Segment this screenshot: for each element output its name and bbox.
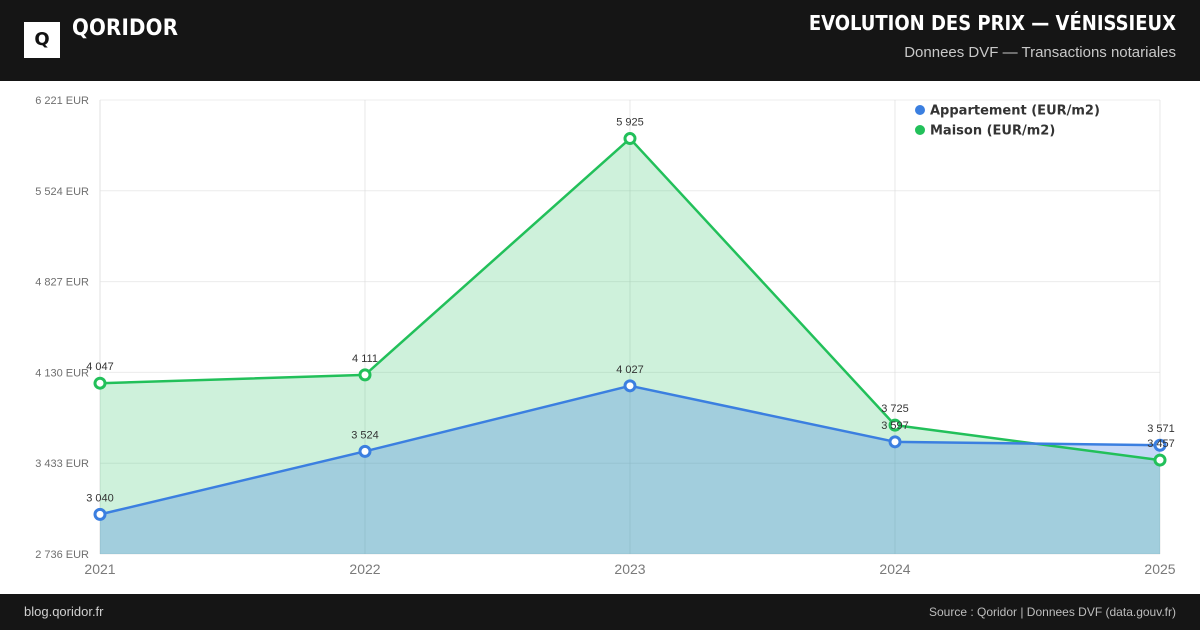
data-label-appartement: 3 524 xyxy=(351,429,379,441)
data-label-maison: 4 111 xyxy=(352,353,378,365)
data-label-appartement: 3 597 xyxy=(881,420,909,432)
x-tick-label: 2024 xyxy=(879,561,910,577)
chart-title: EVOLUTION DES PRIX — VÉNISSIEUX xyxy=(808,11,1176,35)
point-appartement xyxy=(623,379,637,393)
data-label-maison: 3 457 xyxy=(1147,438,1175,450)
point-appartement xyxy=(358,444,372,458)
area-appartement xyxy=(100,385,1160,554)
y-tick-label: 4 827 EUR xyxy=(35,277,89,289)
y-tick-label: 4 130 EUR xyxy=(35,367,89,379)
label-layer: 3 040 3 524 4 027 3 597 3 571 4 047 4 111 5 925… xyxy=(86,117,1175,505)
area-layer xyxy=(100,138,1160,555)
header-bar: Q QORIDOR EVOLUTION DES PRIX — VÉNISSIEU… xyxy=(0,0,1200,81)
point-appartement xyxy=(888,435,902,449)
logo-letter: Q xyxy=(34,29,50,50)
data-label-maison: 3 725 xyxy=(881,403,909,415)
point-maison xyxy=(358,368,372,382)
point-maison xyxy=(1153,453,1167,467)
y-tick-label: 2 736 EUR xyxy=(35,549,89,561)
point-maison xyxy=(623,132,637,146)
data-label-maison: 4 047 xyxy=(86,361,114,373)
x-tick-label: 2021 xyxy=(84,561,115,577)
footer-bar: blog.qoridor.fr Source : Qoridor | Donne… xyxy=(0,594,1200,630)
data-label-appartement: 3 040 xyxy=(86,492,114,504)
data-label-appartement: 3 571 xyxy=(1147,423,1175,435)
chart-subtitle: Donnees DVF — Transactions notariales xyxy=(904,44,1176,61)
footer-site-link[interactable]: blog.qoridor.fr xyxy=(24,604,104,619)
chart-area: 3 040 3 524 4 027 3 597 3 571 4 047 4 111 5 925… xyxy=(0,81,1200,594)
point-maison xyxy=(93,376,107,390)
brand-name[interactable]: QORIDOR xyxy=(72,16,179,41)
tick-layer: 6 221 EUR 5 524 EUR 4 827 EUR 4 130 EUR 3 43… xyxy=(35,95,1176,577)
y-tick-label: 5 524 EUR xyxy=(35,186,89,198)
footer-source: Source : Qoridor | Donnees DVF (data.gou… xyxy=(928,605,1176,619)
y-tick-label: 3 433 EUR xyxy=(35,458,89,470)
legend-label-maison: Maison (EUR/m2) xyxy=(930,124,1055,139)
legend-swatch-maison xyxy=(915,125,925,135)
y-tick-label: 6 221 EUR xyxy=(35,95,89,107)
legend-swatch-appartement xyxy=(915,105,925,115)
brand-logo[interactable]: Q xyxy=(24,22,60,58)
price-chart: 3 040 3 524 4 027 3 597 3 571 4 047 4 111 5 925… xyxy=(35,95,1176,577)
x-tick-label: 2023 xyxy=(614,561,645,577)
point-layer xyxy=(93,132,1167,521)
point-maison xyxy=(888,418,902,432)
data-label-appartement: 4 027 xyxy=(616,364,644,376)
grid-layer xyxy=(99,99,1161,555)
x-tick-label: 2022 xyxy=(349,561,380,577)
legend: Appartement (EUR/m2) Maison (EUR/m2) xyxy=(915,104,1100,139)
legend-label-appartement: Appartement (EUR/m2) xyxy=(930,104,1100,119)
point-appartement xyxy=(1153,438,1167,452)
data-label-maison: 5 925 xyxy=(616,117,644,129)
x-tick-label: 2025 xyxy=(1144,561,1175,577)
point-appartement xyxy=(93,507,107,521)
